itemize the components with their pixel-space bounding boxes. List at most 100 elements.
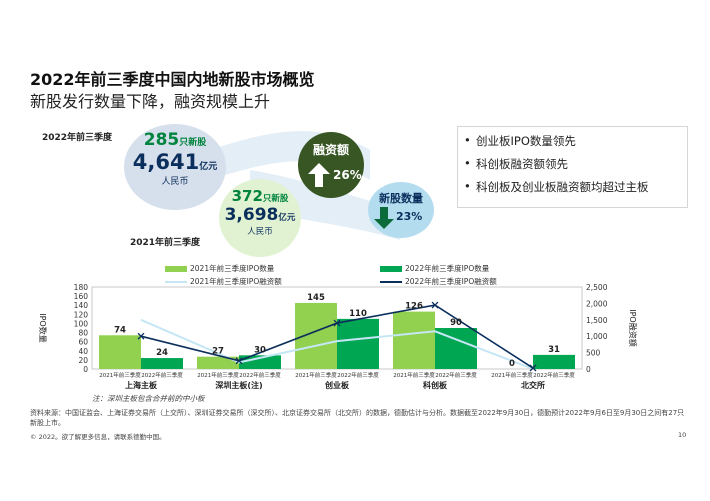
bubble-2022-content: 285只新股 4,641亿元 人民币 xyxy=(124,130,226,187)
line-2021 xyxy=(140,318,534,370)
ipo-2021-count-unit: 只新股 xyxy=(262,194,289,204)
y-tick-label: 20 xyxy=(78,356,88,365)
x-sub-label: 2022年前三季度 xyxy=(533,371,575,379)
legend-bar-2021: 2021年前三季度IPO数量 xyxy=(165,263,274,274)
legend-bar-2022: 2022年前三季度IPO数量 xyxy=(380,263,489,274)
y2-tick-label: 0 xyxy=(586,365,591,374)
ipo-2021-amount: 3,698 xyxy=(224,205,279,225)
legend-swatch-bar-2021 xyxy=(165,266,187,272)
bubble-2021-content: 372只新股 3,698亿元 人民币 xyxy=(215,186,305,237)
y2-tick-label: 2,500 xyxy=(586,283,608,292)
count-bubble xyxy=(368,182,434,238)
y-tick-label: 180 xyxy=(74,283,89,292)
arrow-down-icon xyxy=(374,207,394,229)
x-sub-label: 2021年前三季度 xyxy=(197,371,239,379)
x-sub-label: 2022年前三季度 xyxy=(239,371,281,379)
bubble-2022 xyxy=(124,124,226,210)
bar-2022 xyxy=(337,318,379,369)
y2-tick-label: 1,500 xyxy=(586,316,608,325)
bar-value-labels: 74 24 27 30 145 110 126 90 0 31 xyxy=(114,293,560,369)
y-tick-label: 60 xyxy=(78,338,88,347)
y-tick-label: 120 xyxy=(74,310,89,319)
right-axis-ticks: 0 500 1,000 1,500 2,000 2,500 xyxy=(586,283,608,374)
chart-note: 注：深圳主板包含合并前的中小板 xyxy=(92,394,205,403)
bar-value-label: 31 xyxy=(548,345,560,355)
arrow-up-icon xyxy=(308,163,330,187)
y-tick-label: 100 xyxy=(74,319,89,328)
line-2022-marker xyxy=(529,364,537,372)
highlight-item: 创业板IPO数量领先 xyxy=(458,133,687,149)
line-2022-marker xyxy=(137,332,145,340)
legend-swatch-line-2022 xyxy=(380,281,402,283)
x-sub-label: 2021年前三季度 xyxy=(99,371,141,379)
page-number: 10 xyxy=(678,431,687,439)
bar-2022 xyxy=(141,358,183,369)
bar-value-label: 145 xyxy=(307,293,325,303)
bar-value-label: 27 xyxy=(212,347,224,357)
y-tick-label: 0 xyxy=(83,365,88,374)
ipo-2021-currency: 人民币 xyxy=(247,227,273,237)
ipo-2021-count: 372 xyxy=(231,187,263,205)
y-tick-label: 160 xyxy=(74,292,89,301)
highlight-item: 科创板融资额领先 xyxy=(458,156,687,172)
count-label: 新股数量 xyxy=(379,192,423,205)
y2-axis-label: IPO融资额 xyxy=(628,309,638,346)
y2-tick-label: 500 xyxy=(586,349,601,358)
period-label-2022: 2022年前三季度 xyxy=(42,133,113,143)
funds-label: 融资额 xyxy=(312,143,349,157)
x-category-label: 北交所 xyxy=(521,380,545,390)
x-category-label: 上海主板 xyxy=(125,380,158,390)
legend-swatch-line-2021 xyxy=(165,281,187,283)
x-sub-label: 2022年前三季度 xyxy=(141,371,183,379)
y-tick-label: 140 xyxy=(74,301,89,310)
legend-swatch-bar-2022 xyxy=(380,266,402,272)
bar-2021 xyxy=(393,311,435,369)
highlight-item: 科创板及创业板融资额均超过主板 xyxy=(458,179,687,195)
bar-value-label: 126 xyxy=(405,302,423,312)
footer-text: © 2022。欲了解更多信息，请联系德勤中国。 xyxy=(30,433,166,441)
bar-value-label: 24 xyxy=(156,348,168,358)
source-text: 资料来源：中国证监会、上海证券交易所（上交所）、深圳证券交易所（深交所）、北京证… xyxy=(30,409,685,427)
period-label-2021: 2021年前三季度 xyxy=(130,238,201,248)
count-change: 23% xyxy=(396,210,423,223)
y-tick-label: 40 xyxy=(78,347,88,356)
x-sub-label: 2021年前三季度 xyxy=(393,371,435,379)
line-2022-marker xyxy=(333,319,341,327)
funds-change: 26% xyxy=(333,168,362,182)
bar-2022 xyxy=(533,354,575,369)
x-category-label: 科创板 xyxy=(423,380,448,390)
ipo-2022-amount: 4,641 xyxy=(132,150,200,174)
x-sub-label: 2022年前三季度 xyxy=(435,371,477,379)
bubble-2021 xyxy=(219,179,301,257)
y2-tick-label: 1,000 xyxy=(586,332,608,341)
line-2022-marker xyxy=(235,357,243,365)
x-sub-label: 2022年前三季度 xyxy=(337,371,379,379)
bars xyxy=(99,302,575,369)
ipo-2022-count-unit: 只新股 xyxy=(179,138,207,148)
bar-value-label: 74 xyxy=(114,325,126,335)
y-axis-label: IPO数量 xyxy=(38,313,48,342)
page-subtitle: 新股发行数量下降，融资规模上升 xyxy=(30,92,271,111)
bar-value-label: 30 xyxy=(254,345,266,355)
highlights-box: 创业板IPO数量领先 科创板融资额领先 科创板及创业板融资额均超过主板 xyxy=(457,126,688,208)
lines xyxy=(137,301,537,372)
x-sub-label: 2021年前三季度 xyxy=(295,371,337,379)
line-2022-marker xyxy=(431,301,439,309)
bar-value-label: 110 xyxy=(349,309,367,319)
x-category-label: 深圳主板(注) xyxy=(215,380,262,390)
ipo-2021-amount-unit: 亿元 xyxy=(278,213,296,223)
bar-value-label: 0 xyxy=(509,359,515,369)
bar-2022 xyxy=(239,355,281,369)
connector-bottom xyxy=(250,170,405,240)
legend-line-2022: 2022年前三季度IPO融资额 xyxy=(380,276,497,287)
y-tick-label: 80 xyxy=(78,329,88,338)
legend-line-2021: 2021年前三季度IPO融资额 xyxy=(165,276,282,287)
y2-tick-label: 2,000 xyxy=(586,299,608,308)
ipo-2022-count: 285 xyxy=(143,130,180,150)
bar-2021 xyxy=(197,356,239,369)
ipo-2022-currency: 人民币 xyxy=(161,177,189,187)
x-sub-label: 2021年前三季度 xyxy=(491,371,533,379)
x-category-label: 创业板 xyxy=(324,380,350,390)
